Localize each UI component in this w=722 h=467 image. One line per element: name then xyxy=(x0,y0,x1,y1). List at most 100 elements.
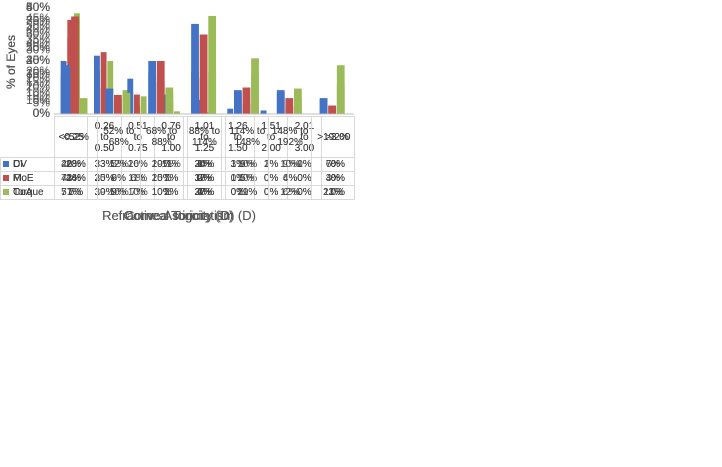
legend-cell: FI xyxy=(0,171,55,186)
y-tick-label: 80% xyxy=(26,0,50,14)
value-label: 19% xyxy=(225,185,270,200)
y-tick-label: 10% xyxy=(26,85,50,99)
y-tick-label: 35% xyxy=(26,32,50,46)
x-tick-label: >192% xyxy=(311,116,355,158)
bar xyxy=(174,112,180,114)
y-tick-label: 20% xyxy=(26,53,50,67)
bar xyxy=(134,94,140,114)
bar xyxy=(208,15,217,115)
value-label: 15% xyxy=(139,171,184,186)
y-tick-label: 30% xyxy=(26,27,50,41)
value-label: 17% xyxy=(182,171,227,186)
y-tick-label: 20% xyxy=(26,80,50,94)
bar xyxy=(285,105,294,114)
legend-label: CI xyxy=(13,159,23,170)
x-tick-label: 114% to 148% xyxy=(225,116,270,158)
y-axis-label: % of Eyes xyxy=(4,35,18,89)
bar xyxy=(114,94,122,114)
value-label: 19% xyxy=(139,157,184,172)
y-tick-label: 60% xyxy=(26,27,50,41)
value-label: 10% xyxy=(139,185,184,200)
bar xyxy=(71,16,79,115)
y-tick-label: 25% xyxy=(26,53,50,67)
corner-cell xyxy=(1,117,55,158)
y-tick-label: 5% xyxy=(33,93,51,107)
legend-swatch xyxy=(3,161,9,167)
y-tick-label: 15% xyxy=(26,74,50,88)
bar xyxy=(122,92,131,114)
bar xyxy=(140,96,147,114)
y-tick-label: 50% xyxy=(26,40,50,54)
bar xyxy=(199,34,208,114)
data-row: FI 46% 9% 15% 17% 5% 4% 4% xyxy=(0,171,355,186)
y-axis-label: % of Eyes xyxy=(4,35,18,89)
bar xyxy=(191,71,199,114)
y-tick-label: 30% xyxy=(26,66,50,80)
bar xyxy=(227,108,234,114)
legend-cell: CI xyxy=(0,157,55,172)
x-axis-title: Corneal Toricity (D) xyxy=(123,208,235,223)
value-label: 10% xyxy=(225,157,270,172)
bar xyxy=(94,55,100,114)
value-label: 20% xyxy=(182,157,227,172)
bar xyxy=(328,105,337,114)
y-tick-label: 50% xyxy=(26,0,50,14)
y-tick-label: 15% xyxy=(26,66,50,80)
bar xyxy=(79,99,88,114)
x-axis-title: Cornea Toricity (D) xyxy=(124,208,234,223)
x-tick-label: 68% to 88% xyxy=(139,116,184,158)
data-row: CI 23% 12% 19% 20% 10% 10% 7% xyxy=(0,157,355,172)
x-tick-label: <52% xyxy=(54,116,98,158)
y-tick-label: 45% xyxy=(26,11,50,25)
y-tick-label: 30% xyxy=(26,53,50,67)
bar xyxy=(165,92,174,114)
bar xyxy=(234,92,242,114)
y-tick-label: 0% xyxy=(33,106,51,118)
y-tick-label: 25% xyxy=(26,40,50,54)
x-tick-label: 52% to 68% xyxy=(96,116,141,158)
bar xyxy=(260,110,267,114)
value-label: 10% xyxy=(96,185,141,200)
x-tick-label: 148% to 192% xyxy=(268,116,313,158)
bar xyxy=(100,52,107,114)
value-label: 7% xyxy=(54,185,98,200)
y-tick-label: 50% xyxy=(26,18,50,32)
y-tick-label: 20% xyxy=(26,64,50,78)
y-tick-label: 0% xyxy=(33,106,51,118)
value-label: 20% xyxy=(182,185,227,200)
bar xyxy=(156,82,165,114)
y-axis-label: % of Eyes xyxy=(4,35,18,89)
legend-label: FI xyxy=(13,173,22,184)
bar xyxy=(242,87,251,114)
bar xyxy=(191,23,199,114)
y-tick-label: 60% xyxy=(26,0,50,14)
header-row: <52% 52% to 68% 68% to 88% 88% to 114% 114% … xyxy=(1,116,355,158)
bar xyxy=(208,71,217,114)
value-label: 9% xyxy=(96,171,141,186)
y-tick-label: 0% xyxy=(33,106,51,118)
y-tick-label: 70% xyxy=(26,13,50,27)
y-tick-label: 10% xyxy=(26,80,50,94)
value-label: 23% xyxy=(311,185,355,200)
bar xyxy=(62,65,71,114)
legend-cell: CoA xyxy=(0,185,55,200)
legend-label: CoA xyxy=(13,187,33,198)
y-tick-label: 40% xyxy=(26,0,50,14)
data-row: CoA 7% 10% 10% 20% 19% 12% 23% xyxy=(0,185,355,200)
bar xyxy=(251,73,259,114)
y-tick-label: 10% xyxy=(26,89,50,103)
value-label: 4% xyxy=(268,171,313,186)
value-label: 12% xyxy=(96,157,141,172)
value-label: 12% xyxy=(268,185,313,200)
data-table: <52% 52% to 68% 68% to 88% 88% to 114% 114% … xyxy=(0,116,355,200)
y-tick-label: 40% xyxy=(26,36,50,50)
y-tick-label: 0% xyxy=(33,106,51,118)
value-label: 5% xyxy=(225,171,270,186)
bar xyxy=(336,65,345,114)
value-label: 10% xyxy=(268,157,313,172)
x-tick-label: 88% to 114% xyxy=(182,116,227,158)
y-tick-label: 35% xyxy=(26,13,50,27)
legend-swatch xyxy=(3,175,9,181)
